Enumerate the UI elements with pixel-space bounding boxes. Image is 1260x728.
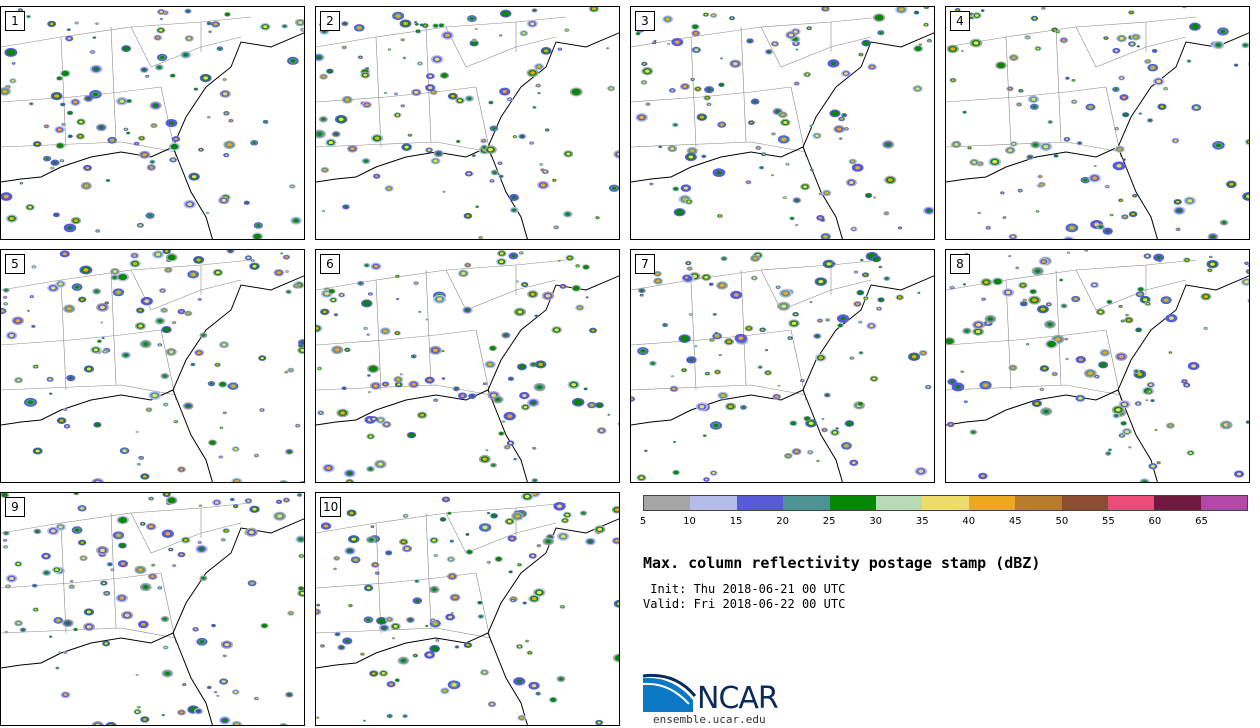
panel-number-label: 4 bbox=[950, 11, 970, 31]
reflectivity-map bbox=[316, 250, 619, 482]
postage-stamp-panel: 8 bbox=[945, 249, 1250, 483]
reflectivity-map bbox=[1, 8, 304, 239]
colorbar-tick-label: 50 bbox=[1055, 516, 1069, 527]
panel-number-label: 10 bbox=[320, 497, 342, 517]
postage-stamp-panel: 10 bbox=[315, 492, 620, 726]
panel-number-label: 9 bbox=[5, 497, 25, 517]
panel-number-label: 2 bbox=[320, 11, 340, 31]
panel-number-label: 7 bbox=[635, 254, 655, 274]
colorbar-tick-label: 25 bbox=[822, 516, 836, 527]
reflectivity-map bbox=[1, 493, 304, 725]
panel-number-label: 8 bbox=[950, 254, 970, 274]
colorbar-tick-label: 45 bbox=[1008, 516, 1022, 527]
colorbar-segment bbox=[644, 496, 691, 510]
postage-stamp-panel: 7 bbox=[630, 249, 935, 483]
panel-number-label: 5 bbox=[5, 254, 25, 274]
reflectivity-map bbox=[1, 250, 304, 482]
colorbar-segment bbox=[690, 496, 737, 510]
colorbar-segment bbox=[922, 496, 969, 510]
colorbar-segment bbox=[1061, 496, 1108, 510]
colorbar-tick-label: 10 bbox=[683, 516, 696, 527]
colorbar-segment bbox=[829, 496, 876, 510]
colorbar-segment bbox=[1107, 496, 1155, 510]
reflectivity-map bbox=[316, 7, 619, 239]
postage-stamp-panel: 4 bbox=[945, 6, 1250, 240]
colorbar-segment bbox=[968, 496, 1016, 510]
panel-number-label: 1 bbox=[5, 11, 25, 31]
postage-stamp-panel: 3 bbox=[630, 6, 935, 240]
colorbar-tick-label: 60 bbox=[1148, 516, 1162, 527]
colorbar-tick-label: 65 bbox=[1195, 516, 1208, 527]
colorbar-tick-label: 55 bbox=[1102, 516, 1115, 527]
colorbar-tick-label: 35 bbox=[915, 516, 929, 527]
panel-number-label: 3 bbox=[635, 11, 655, 31]
reflectivity-map bbox=[631, 7, 934, 239]
colorbar-segment bbox=[783, 496, 830, 510]
valid-time: Valid: Fri 2018-06-22 00 UTC bbox=[643, 597, 846, 611]
colorbar-segment bbox=[875, 496, 923, 510]
postage-stamp-panel: 6 bbox=[315, 249, 620, 483]
init-time: Init: Thu 2018-06-21 00 UTC bbox=[643, 582, 846, 596]
postage-stamp-panel: 5 bbox=[0, 249, 305, 483]
ncar-logo-icon bbox=[643, 673, 697, 712]
postage-stamp-panel: 2 bbox=[315, 6, 620, 240]
logo-url: ensemble.ucar.edu bbox=[653, 713, 766, 726]
colorbar-tick-label: 20 bbox=[776, 516, 789, 527]
reflectivity-map bbox=[946, 250, 1249, 482]
colorbar-ticks: 5 10 15 20 25 30 35 40 45 50 55 60 65 bbox=[639, 516, 1248, 530]
colorbar-segment bbox=[736, 496, 784, 510]
colorbar-tick-label: 30 bbox=[869, 516, 883, 527]
reflectivity-map bbox=[631, 251, 934, 482]
panel-number-label: 6 bbox=[320, 254, 340, 274]
figure-title: Max. column reflectivity postage stamp (… bbox=[643, 554, 1041, 572]
colorbar-segment bbox=[1200, 496, 1248, 510]
colorbar-segment bbox=[1015, 496, 1062, 510]
colorbar bbox=[643, 495, 1248, 511]
postage-stamp-panel: 9 bbox=[0, 492, 305, 726]
postage-stamp-panel: 1 bbox=[0, 6, 305, 240]
logo-text: NCAR bbox=[697, 681, 779, 716]
colorbar-tick-label: 40 bbox=[962, 516, 976, 527]
colorbar-segment bbox=[1154, 496, 1201, 510]
colorbar-tick-label: 15 bbox=[729, 516, 743, 527]
reflectivity-map bbox=[946, 7, 1249, 239]
colorbar-tick-label: 5 bbox=[639, 516, 647, 527]
reflectivity-map bbox=[316, 493, 619, 725]
